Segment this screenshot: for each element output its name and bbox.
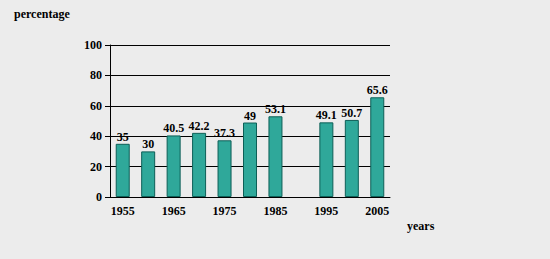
svg-text:20: 20 (90, 160, 102, 174)
svg-text:2005: 2005 (365, 204, 389, 218)
svg-text:80: 80 (90, 68, 102, 82)
svg-text:1975: 1975 (213, 204, 237, 218)
svg-text:49.1: 49.1 (316, 108, 337, 122)
svg-text:30: 30 (142, 137, 154, 151)
svg-text:1955: 1955 (111, 204, 135, 218)
svg-text:35: 35 (117, 130, 129, 144)
svg-text:percentage: percentage (14, 7, 70, 21)
svg-text:42.2: 42.2 (189, 119, 210, 133)
svg-text:100: 100 (84, 38, 102, 52)
svg-text:53.1: 53.1 (265, 102, 286, 116)
svg-text:49: 49 (244, 109, 256, 123)
svg-text:1985: 1985 (263, 204, 287, 218)
svg-text:0: 0 (96, 190, 102, 204)
svg-text:50.7: 50.7 (341, 106, 362, 120)
svg-text:37.3: 37.3 (214, 126, 235, 140)
svg-text:1965: 1965 (162, 204, 186, 218)
svg-text:40: 40 (90, 129, 102, 143)
svg-text:60: 60 (90, 99, 102, 113)
svg-text:years: years (407, 219, 435, 233)
svg-text:1995: 1995 (314, 204, 338, 218)
svg-text:65.6: 65.6 (367, 83, 388, 97)
svg-text:40.5: 40.5 (163, 121, 184, 135)
